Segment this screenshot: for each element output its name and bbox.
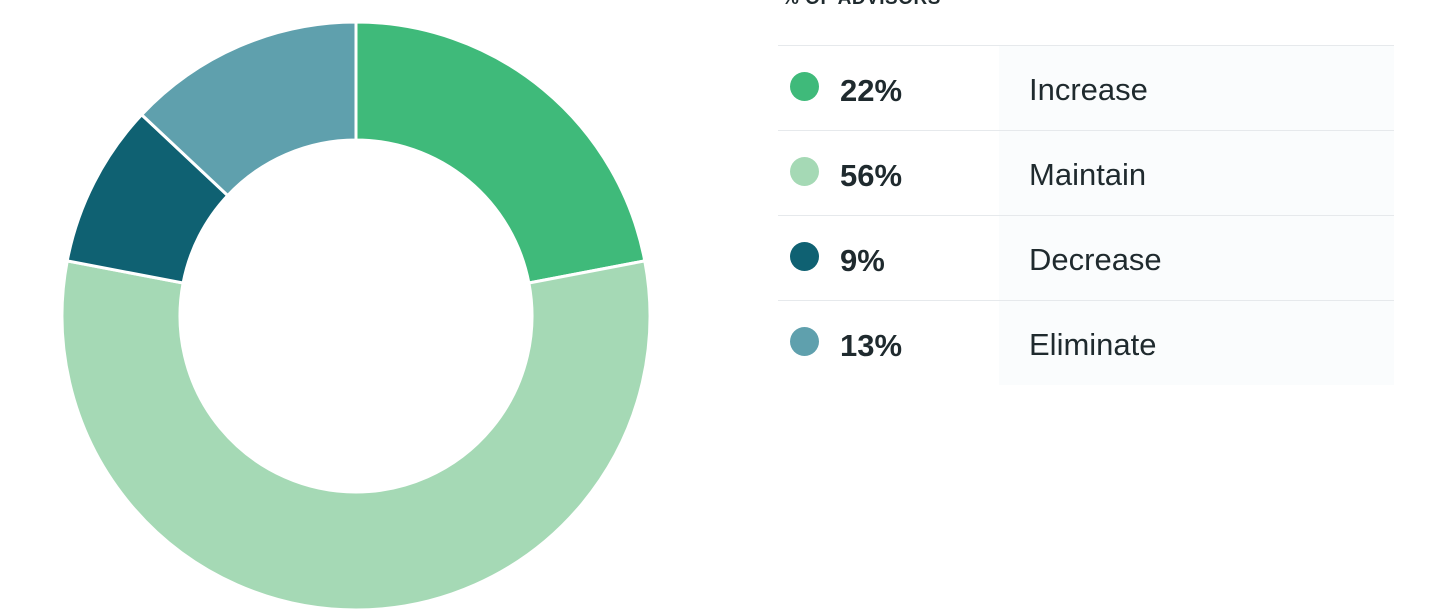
legend-row-decrease: 9% Decrease xyxy=(778,215,1394,300)
legend-table: 22% Increase 56% Maintain 9% Decrease xyxy=(778,45,1394,385)
legend-value-decrease: 9% xyxy=(840,243,885,278)
donut-slice-increase xyxy=(354,20,647,285)
legend-label-increase: Increase xyxy=(1029,72,1148,107)
donut-slice-maintain xyxy=(60,259,652,610)
legend-header: % OF ADVISORS xyxy=(782,0,941,10)
legend-dot-maintain xyxy=(790,157,819,186)
legend-label-maintain: Maintain xyxy=(1029,157,1147,192)
legend-label-decrease: Decrease xyxy=(1029,242,1162,277)
legend-dot-decrease xyxy=(790,242,819,271)
legend-dot-eliminate xyxy=(790,327,819,356)
legend-label-eliminate: Eliminate xyxy=(1029,327,1157,362)
legend-value-eliminate: 13% xyxy=(840,328,903,363)
donut-chart xyxy=(60,20,652,610)
legend-row-maintain: 56% Maintain xyxy=(778,130,1394,215)
legend-value-increase: 22% xyxy=(840,73,903,108)
legend-row-increase: 22% Increase xyxy=(778,45,1394,130)
legend-row-eliminate: 13% Eliminate xyxy=(778,300,1394,385)
legend-value-maintain: 56% xyxy=(840,158,903,193)
donut-slice-eliminate xyxy=(140,20,358,198)
legend-dot-increase xyxy=(790,72,819,101)
